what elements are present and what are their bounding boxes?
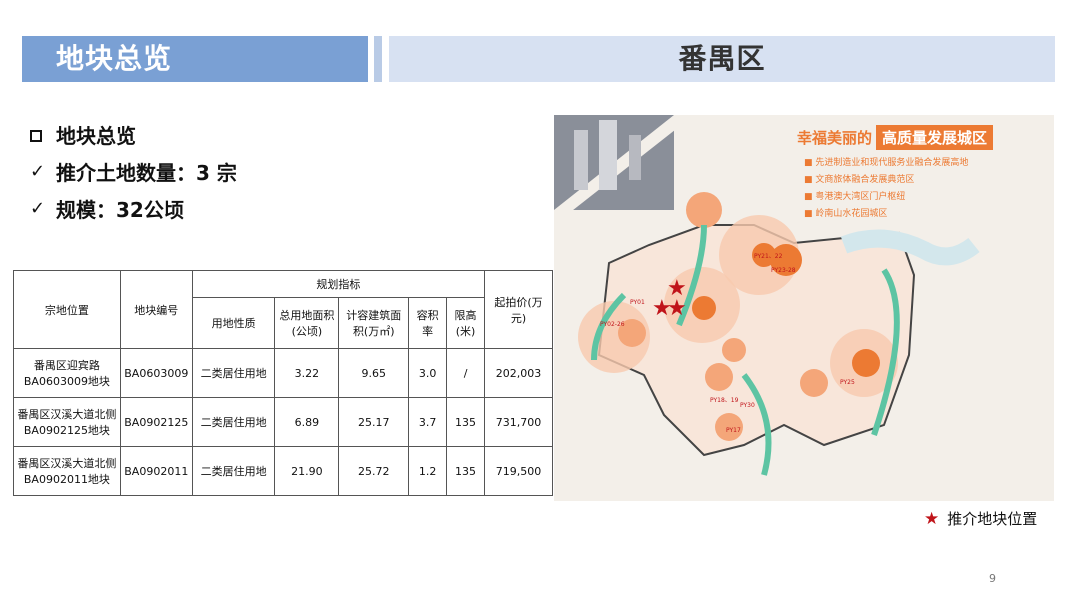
- plot-label: PY02-26: [600, 321, 625, 328]
- green-arrow: [741, 373, 772, 476]
- plot-label: PY17: [726, 427, 741, 434]
- col-header-gfa: 计容建筑面积(万㎡): [338, 297, 410, 349]
- square-bullet-icon: [30, 129, 42, 142]
- table-row: 番禺区汉溪大道北侧BA0902125地块 BA0902125 二类居住用地 6.…: [13, 397, 553, 447]
- cell-use: 二类居住用地: [191, 446, 276, 496]
- cell-location: 番禺区汉溪大道北侧BA0902011地块: [13, 446, 121, 496]
- district-map: ★ ★ ★ 幸福美丽的 高质量发展城区 ■ 先进制造业和现代服务业融合发展高地 …: [554, 115, 1054, 501]
- star-icon: ★: [652, 296, 672, 321]
- plot-label: PY18、19: [710, 397, 739, 404]
- land-parcel-table: 宗地位置 地块编号 规划指标 起拍价(万元) 用地性质 总用地面积(公顷) 计容…: [13, 270, 553, 496]
- bullet-text: 规模：32公顷: [56, 198, 184, 222]
- cell-price: 731,700: [484, 397, 553, 447]
- col-header-use: 用地性质: [191, 297, 276, 349]
- cell-code: BA0603009: [119, 348, 193, 398]
- table-row: 番禺区汉溪大道北侧BA0902011地块 BA0902011 二类居住用地 21…: [13, 446, 553, 496]
- bullet-land-count: ✓ 推介土地数量：3 宗: [30, 153, 237, 190]
- plot-label: PY23-28: [771, 267, 796, 274]
- map-point: ■ 文商旅体融合发展典范区: [804, 175, 915, 185]
- map-graphic: ★ ★ ★: [554, 115, 980, 476]
- star-icon: ★: [667, 296, 687, 321]
- cell-height: 135: [446, 397, 486, 447]
- plot-label: PY25: [840, 379, 855, 386]
- col-header-far: 容积率: [408, 297, 448, 349]
- check-icon: ✓: [30, 161, 46, 182]
- cell-code: BA0902125: [119, 397, 193, 447]
- section-title: 地块总览: [56, 42, 173, 75]
- bullet-text: 推介土地数量：3 宗: [56, 161, 237, 185]
- cell-location: 番禺区迎宾路BA0603009地块: [13, 348, 121, 398]
- page-number: 9: [989, 572, 996, 585]
- cell-price: 202,003: [484, 348, 553, 398]
- map-legend: ★ 推介地块位置: [924, 508, 1037, 529]
- col-header-price: 起拍价(万元): [484, 270, 553, 349]
- river: [840, 229, 980, 266]
- star-icon: ★: [924, 508, 940, 529]
- col-header-code: 地块编号: [119, 270, 193, 349]
- col-header-height: 限高(米): [446, 297, 486, 349]
- cell-use: 二类居住用地: [191, 397, 276, 447]
- cell-area: 21.90: [274, 446, 340, 496]
- map-title: 幸福美丽的 高质量发展城区: [797, 125, 994, 150]
- map-point: ■ 岭南山水花园城区: [804, 209, 888, 219]
- legend-text: 推介地块位置: [947, 510, 1038, 528]
- col-header-group: 规划指标: [191, 270, 486, 298]
- cell-far: 1.2: [408, 446, 448, 496]
- table-row: 番禺区迎宾路BA0603009地块 BA0603009 二类居住用地 3.22 …: [13, 348, 553, 398]
- cell-far: 3.0: [408, 348, 448, 398]
- green-arrow: [676, 224, 707, 327]
- cell-gfa: 25.72: [338, 446, 410, 496]
- cell-area: 6.89: [274, 397, 340, 447]
- map-point: ■ 先进制造业和现代服务业融合发展高地: [804, 158, 969, 168]
- star-icon: ★: [667, 276, 687, 301]
- check-icon: ✓: [30, 198, 46, 219]
- bullet-scale: ✓ 规模：32公顷: [30, 190, 237, 227]
- map-title-prefix: 幸福美丽的: [797, 129, 873, 147]
- plot-label: PY01: [630, 299, 645, 306]
- summary-bullets: 地块总览 ✓ 推介土地数量：3 宗 ✓ 规模：32公顷: [30, 116, 237, 227]
- district-title: 番禺区: [678, 42, 766, 75]
- header-right-bar: [389, 36, 1055, 82]
- header-accent-bar: [374, 36, 382, 82]
- map-point: ■ 粤港澳大湾区门户枢纽: [804, 192, 906, 202]
- cell-code: BA0902011: [119, 446, 193, 496]
- map-title-highlight: 高质量发展城区: [876, 125, 994, 150]
- bullet-text: 地块总览: [56, 124, 136, 148]
- col-header-area: 总用地面积(公顷): [274, 297, 340, 349]
- cell-height: 135: [446, 446, 486, 496]
- cell-price: 719,500: [484, 446, 553, 496]
- cell-height: /: [446, 348, 486, 398]
- bullet-overview: 地块总览: [30, 116, 237, 153]
- col-header-location: 宗地位置: [13, 270, 121, 349]
- plot-labels: PY21、22 PY23-28 PY01 PY02-26 PY25 PY18、1…: [554, 115, 1054, 501]
- plot-label: PY30: [740, 402, 755, 409]
- map-points: ■ 先进制造业和现代服务业融合发展高地 ■ 文商旅体融合发展典范区 ■ 粤港澳大…: [804, 155, 968, 223]
- cell-far: 3.7: [408, 397, 448, 447]
- plot-label: PY21、22: [754, 253, 783, 260]
- cell-use: 二类居住用地: [191, 348, 276, 398]
- cell-area: 3.22: [274, 348, 340, 398]
- green-arrow: [871, 268, 900, 436]
- cell-location: 番禺区汉溪大道北侧BA0902125地块: [13, 397, 121, 447]
- cell-gfa: 9.65: [338, 348, 410, 398]
- cell-gfa: 25.17: [338, 397, 410, 447]
- header-left-bar: [22, 36, 368, 82]
